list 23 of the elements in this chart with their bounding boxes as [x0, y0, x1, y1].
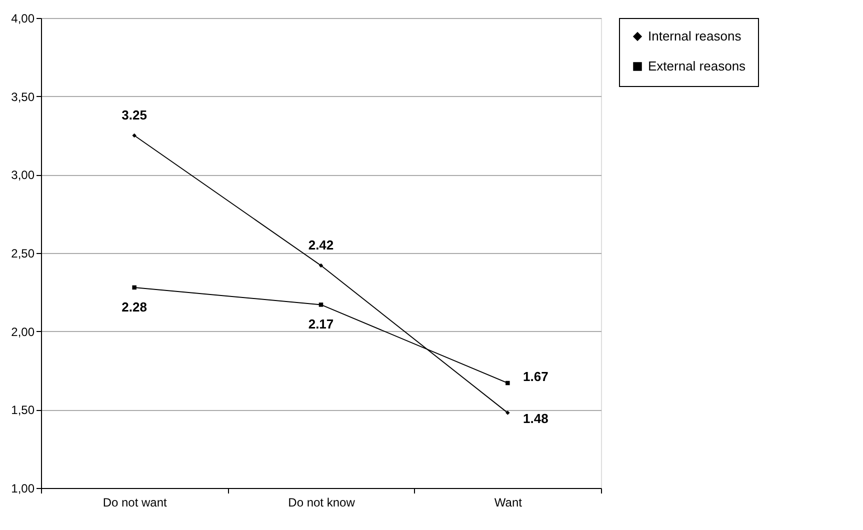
point	[132, 285, 136, 290]
legend-label: External reasons	[648, 58, 746, 74]
x-tick-label: Want	[494, 496, 523, 510]
point	[506, 410, 510, 415]
y-tick-label: 3,00	[11, 168, 35, 182]
data-label: 1.67	[523, 369, 548, 384]
legend-label: Internal reasons	[648, 28, 742, 44]
point	[318, 302, 324, 307]
y-tick-label: 2,50	[11, 246, 35, 260]
point	[506, 380, 510, 386]
y-tick-label: 3,50	[11, 90, 35, 104]
x-tick-label: Do not want	[102, 496, 168, 510]
data-label: 1.48	[523, 410, 548, 426]
y-tick-label: 1,00	[11, 482, 35, 496]
data-label: 3.25	[122, 108, 147, 122]
x-tick-label: Do not know	[288, 496, 356, 510]
point	[318, 263, 324, 268]
y-tick-label: 2,00	[11, 324, 35, 339]
y-tick-label: 1,50	[11, 403, 35, 418]
data-label: 2.28	[122, 299, 147, 314]
data-label: 2.42	[308, 238, 334, 253]
y-tick-label: 4,00	[11, 12, 35, 26]
data-label: 2.17	[308, 316, 334, 332]
